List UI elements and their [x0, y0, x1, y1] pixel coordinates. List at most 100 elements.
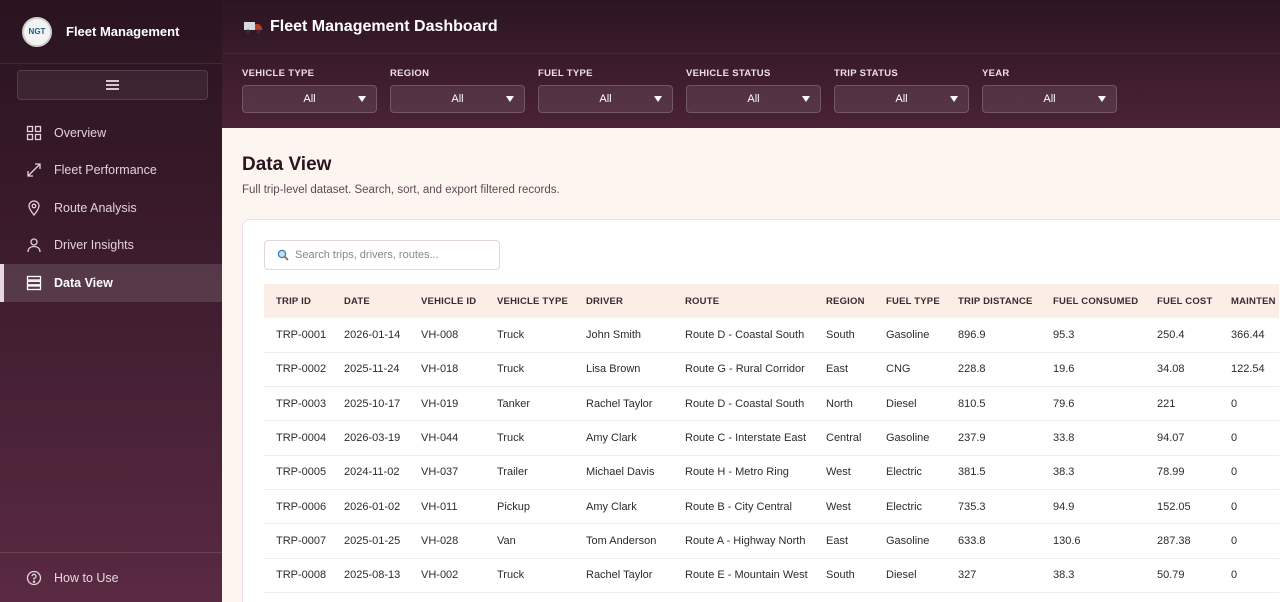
column-header[interactable]: VEHICLE TYPE: [497, 295, 569, 307]
table-cell: 327: [946, 558, 1041, 593]
logo[interactable]: NGT: [22, 16, 52, 47]
table-cell: 34.08: [1145, 352, 1219, 388]
table-cell: Amy Clark: [574, 420, 673, 456]
table-body: TRP-0001 2026-01-14 VH-008 Truck John Smith R…: [264, 318, 1279, 593]
table-cell: Truck: [485, 420, 574, 456]
filter-year: YEAR All: [982, 68, 1117, 113]
sidebar-item-label: Route Analysis: [54, 200, 137, 215]
sidebar-item-fleet-performance[interactable]: Fleet Performance: [0, 152, 222, 190]
sidebar-item-label: Driver Insights: [54, 238, 134, 253]
column-header[interactable]: REGION: [826, 295, 865, 307]
table-cell: 94.07: [1145, 420, 1219, 456]
table-cell: 94.9: [1041, 489, 1145, 525]
caret-down-icon: [802, 96, 810, 102]
caret-down-icon: [358, 96, 366, 102]
search-box[interactable]: [264, 240, 500, 270]
sidebar-item-driver-insights[interactable]: Driver Insights: [0, 227, 222, 265]
brand-title: Fleet Management: [66, 24, 180, 39]
region-select[interactable]: All: [390, 85, 525, 113]
table-cell: Van: [485, 523, 574, 559]
sidebar-item-how-to-use[interactable]: How to Use: [0, 552, 222, 602]
table-cell: Diesel: [874, 386, 946, 422]
column-header[interactable]: FUEL CONSUMED: [1053, 295, 1139, 307]
table-cell: 0: [1219, 455, 1279, 490]
table-cell: West: [814, 489, 874, 525]
menu-toggle-button[interactable]: [17, 70, 208, 100]
table-row[interactable]: TRP-0003 2025-10-17 VH-019 Tanker Rachel Tay…: [264, 386, 1279, 422]
table-cell: East: [814, 352, 874, 388]
caret-down-icon: [1098, 96, 1106, 102]
table-row[interactable]: TRP-0002 2025-11-24 VH-018 Truck Lisa Brown R…: [264, 352, 1279, 388]
column-header[interactable]: FUEL TYPE: [886, 295, 940, 307]
table-row[interactable]: TRP-0006 2026-01-02 VH-011 Pickup Amy Clark R…: [264, 489, 1279, 525]
vehicle-status-select[interactable]: All: [686, 85, 821, 113]
table-cell: 50.79: [1145, 558, 1219, 593]
truck-icon: [244, 21, 262, 33]
sidebar-item-overview[interactable]: Overview: [0, 114, 222, 152]
table-cell: 366.44: [1219, 318, 1279, 353]
table-cell: 2024-11-02: [332, 455, 409, 490]
sidebar-item-label: How to Use: [54, 570, 119, 585]
table-cell: 287.38: [1145, 523, 1219, 559]
help-circle-icon: [26, 570, 42, 586]
table-cell: 228.8: [946, 352, 1041, 388]
column-header[interactable]: MAINTEN: [1231, 295, 1276, 307]
column-header[interactable]: FUEL COST: [1157, 295, 1213, 307]
table-cell: Diesel: [874, 558, 946, 593]
table-cell: TRP-0005: [264, 455, 332, 490]
table-cell: 2025-10-17: [332, 386, 409, 422]
sidebar-item-data-view[interactable]: Data View: [0, 264, 222, 302]
header-title-row: Fleet Management Dashboard: [222, 0, 1280, 54]
fuel-type-select[interactable]: All: [538, 85, 673, 113]
table-cell: VH-008: [409, 318, 485, 353]
table-cell: West: [814, 455, 874, 490]
table-cell: Route D - Coastal South: [673, 386, 814, 422]
trip-status-select[interactable]: All: [834, 85, 969, 113]
table-cell: 221: [1145, 386, 1219, 422]
grid-icon: [26, 125, 42, 141]
filter-label: VEHICLE STATUS: [686, 68, 771, 79]
data-table-card: TRIP ID DATE VEHICLE ID VEHICLE TYPE DRIVER R…: [242, 219, 1280, 602]
expand-arrows-icon: [26, 162, 42, 178]
column-header[interactable]: ROUTE: [685, 295, 720, 307]
table-cell: 122.54: [1219, 352, 1279, 388]
caret-down-icon: [950, 96, 958, 102]
table-cell: 810.5: [946, 386, 1041, 422]
table-row[interactable]: TRP-0004 2026-03-19 VH-044 Truck Amy Clark Ro…: [264, 420, 1279, 456]
filter-vehicle-type: VEHICLE TYPE All: [242, 68, 377, 113]
table-cell: VH-028: [409, 523, 485, 559]
filter-label: FUEL TYPE: [538, 68, 593, 79]
search-input[interactable]: [295, 249, 495, 261]
table-cell: Tom Anderson: [574, 523, 673, 559]
vehicle-type-select[interactable]: All: [242, 85, 377, 113]
column-header[interactable]: VEHICLE ID: [421, 295, 477, 307]
filter-label: VEHICLE TYPE: [242, 68, 315, 79]
table-cell: 78.99: [1145, 455, 1219, 490]
header: Fleet Management Dashboard VEHICLE TYPE …: [222, 0, 1280, 128]
table-row[interactable]: TRP-0005 2024-11-02 VH-037 Trailer Michael D…: [264, 455, 1279, 490]
table-cell: 2026-03-19: [332, 420, 409, 456]
table-cell: Route H - Metro Ring: [673, 455, 814, 490]
table-cell: 381.5: [946, 455, 1041, 490]
column-header[interactable]: DRIVER: [586, 295, 624, 307]
filter-bar: VEHICLE TYPE All REGION All FUEL TYPE Al…: [242, 68, 1130, 113]
table-row[interactable]: TRP-0008 2025-08-13 VH-002 Truck Rachel Tayl…: [264, 558, 1279, 593]
table-cell: Route D - Coastal South: [673, 318, 814, 353]
sidebar-item-label: Overview: [54, 125, 107, 140]
caret-down-icon: [506, 96, 514, 102]
page-title: Data View: [242, 154, 332, 175]
column-header[interactable]: DATE: [344, 295, 370, 307]
table-cell: Gasoline: [874, 420, 946, 456]
table-cell: Amy Clark: [574, 489, 673, 525]
year-select[interactable]: All: [982, 85, 1117, 113]
sidebar-item-route-analysis[interactable]: Route Analysis: [0, 189, 222, 227]
filter-label: TRIP STATUS: [834, 68, 898, 79]
table-row[interactable]: TRP-0001 2026-01-14 VH-008 Truck John Smith R…: [264, 318, 1279, 353]
table-cell: Rachel Taylor: [574, 386, 673, 422]
table-row[interactable]: TRP-0007 2025-01-25 VH-028 Van Tom Anderson R…: [264, 523, 1279, 559]
column-header[interactable]: TRIP DISTANCE: [958, 295, 1033, 307]
table-cell: Central: [814, 420, 874, 456]
column-header[interactable]: TRIP ID: [276, 295, 312, 307]
table-cell: VH-002: [409, 558, 485, 593]
stack-icon: [26, 275, 42, 291]
